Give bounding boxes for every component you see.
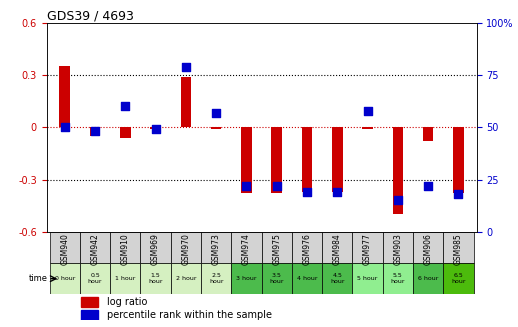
Bar bbox=[423, 127, 434, 141]
Point bbox=[303, 189, 311, 195]
FancyBboxPatch shape bbox=[171, 232, 201, 263]
FancyBboxPatch shape bbox=[232, 232, 262, 263]
Text: GDS39 / 4693: GDS39 / 4693 bbox=[47, 10, 134, 23]
Text: 2 hour: 2 hour bbox=[176, 276, 196, 281]
Bar bbox=[81, 310, 98, 320]
Text: GSM969: GSM969 bbox=[151, 233, 160, 266]
Point bbox=[151, 127, 160, 132]
Text: 4 hour: 4 hour bbox=[297, 276, 317, 281]
Text: 3.5
hour: 3.5 hour bbox=[269, 273, 284, 284]
Text: GSM977: GSM977 bbox=[363, 233, 372, 266]
Point bbox=[182, 64, 190, 69]
FancyBboxPatch shape bbox=[201, 232, 232, 263]
Bar bbox=[362, 127, 373, 129]
Text: 6 hour: 6 hour bbox=[418, 276, 438, 281]
Text: GSM910: GSM910 bbox=[121, 233, 130, 265]
FancyBboxPatch shape bbox=[443, 263, 473, 294]
Point bbox=[364, 108, 372, 113]
FancyBboxPatch shape bbox=[110, 263, 140, 294]
Bar bbox=[181, 77, 191, 127]
Text: GSM976: GSM976 bbox=[303, 233, 311, 266]
FancyBboxPatch shape bbox=[110, 232, 140, 263]
FancyBboxPatch shape bbox=[383, 232, 413, 263]
Text: 4.5
hour: 4.5 hour bbox=[330, 273, 344, 284]
Text: GSM985: GSM985 bbox=[454, 233, 463, 265]
Point bbox=[242, 183, 251, 188]
Text: 0.5
hour: 0.5 hour bbox=[88, 273, 103, 284]
FancyBboxPatch shape bbox=[262, 263, 292, 294]
Text: GSM984: GSM984 bbox=[333, 233, 342, 265]
Bar bbox=[90, 127, 100, 136]
Bar bbox=[120, 127, 131, 138]
Point bbox=[121, 104, 130, 109]
Text: GSM974: GSM974 bbox=[242, 233, 251, 266]
FancyBboxPatch shape bbox=[352, 232, 383, 263]
FancyBboxPatch shape bbox=[50, 263, 80, 294]
Text: 2.5
hour: 2.5 hour bbox=[209, 273, 223, 284]
FancyBboxPatch shape bbox=[80, 263, 110, 294]
FancyBboxPatch shape bbox=[443, 232, 473, 263]
Point bbox=[61, 125, 69, 130]
Text: 3 hour: 3 hour bbox=[236, 276, 257, 281]
Point bbox=[454, 192, 463, 197]
Point bbox=[424, 183, 432, 188]
Text: GSM940: GSM940 bbox=[60, 233, 69, 266]
Bar bbox=[211, 127, 222, 129]
FancyBboxPatch shape bbox=[413, 263, 443, 294]
FancyBboxPatch shape bbox=[413, 232, 443, 263]
Point bbox=[91, 129, 99, 134]
Bar bbox=[332, 127, 342, 192]
FancyBboxPatch shape bbox=[140, 263, 171, 294]
Bar bbox=[81, 297, 98, 307]
Bar bbox=[271, 127, 282, 194]
Text: GSM973: GSM973 bbox=[212, 233, 221, 266]
Bar bbox=[60, 66, 70, 127]
FancyBboxPatch shape bbox=[292, 263, 322, 294]
FancyBboxPatch shape bbox=[171, 263, 201, 294]
Bar bbox=[241, 127, 252, 194]
Point bbox=[394, 198, 402, 203]
Text: 5.5
hour: 5.5 hour bbox=[391, 273, 405, 284]
Text: GSM903: GSM903 bbox=[393, 233, 402, 266]
FancyBboxPatch shape bbox=[201, 263, 232, 294]
Point bbox=[212, 110, 220, 115]
Bar bbox=[453, 127, 464, 194]
FancyBboxPatch shape bbox=[352, 263, 383, 294]
Text: GSM906: GSM906 bbox=[424, 233, 433, 266]
FancyBboxPatch shape bbox=[322, 263, 352, 294]
FancyBboxPatch shape bbox=[292, 232, 322, 263]
FancyBboxPatch shape bbox=[322, 232, 352, 263]
Bar bbox=[301, 127, 312, 192]
Text: 6.5
hour: 6.5 hour bbox=[451, 273, 466, 284]
Text: time: time bbox=[29, 274, 48, 283]
Text: 5 hour: 5 hour bbox=[357, 276, 378, 281]
FancyBboxPatch shape bbox=[80, 232, 110, 263]
Text: 0 hour: 0 hour bbox=[54, 276, 75, 281]
Text: GSM970: GSM970 bbox=[181, 233, 191, 266]
FancyBboxPatch shape bbox=[50, 232, 80, 263]
Text: 1 hour: 1 hour bbox=[115, 276, 136, 281]
Point bbox=[333, 189, 341, 195]
Text: GSM942: GSM942 bbox=[91, 233, 99, 265]
Text: percentile rank within the sample: percentile rank within the sample bbox=[107, 310, 272, 320]
FancyBboxPatch shape bbox=[140, 232, 171, 263]
Bar bbox=[393, 127, 403, 214]
FancyBboxPatch shape bbox=[383, 263, 413, 294]
FancyBboxPatch shape bbox=[232, 263, 262, 294]
FancyBboxPatch shape bbox=[262, 232, 292, 263]
Bar bbox=[150, 127, 161, 129]
Text: GSM975: GSM975 bbox=[272, 233, 281, 266]
Text: 1.5
hour: 1.5 hour bbox=[148, 273, 163, 284]
Text: log ratio: log ratio bbox=[107, 297, 147, 307]
Point bbox=[272, 183, 281, 188]
